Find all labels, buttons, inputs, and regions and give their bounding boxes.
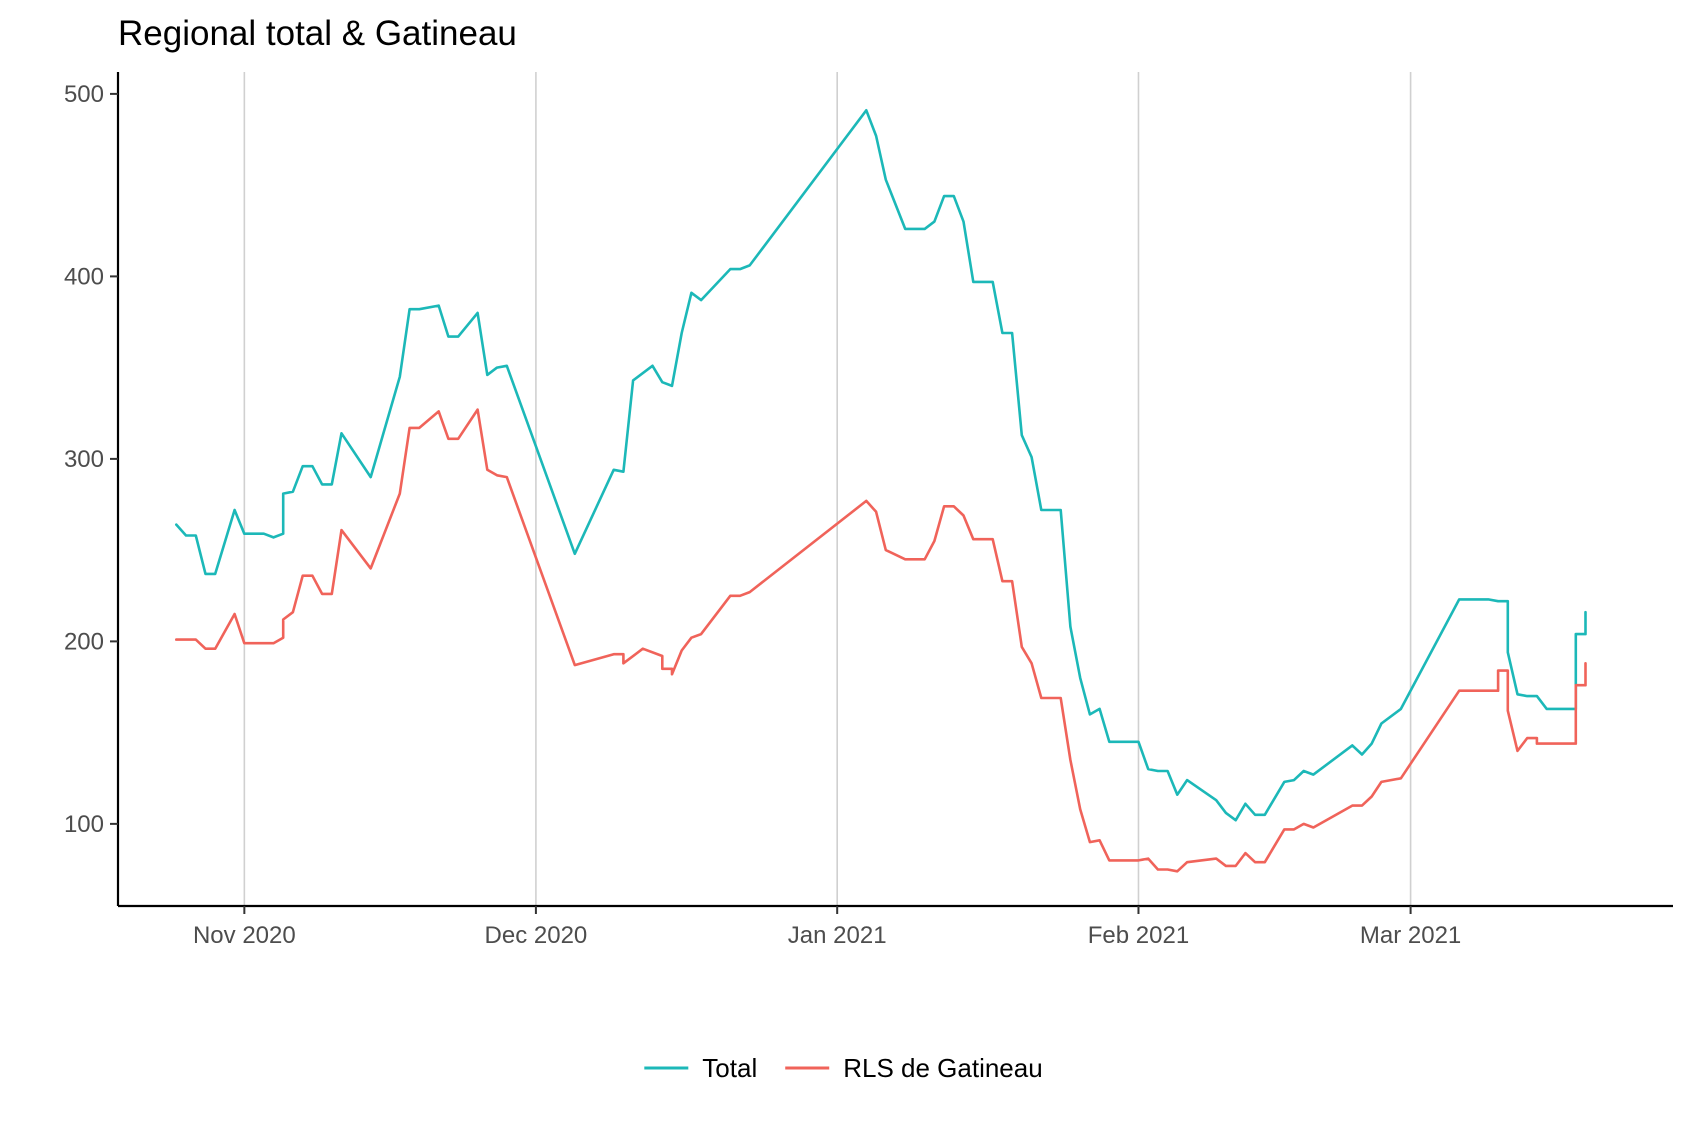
x-tick-label: Feb 2021 [1088, 922, 1189, 949]
series-line-total [175, 109, 1587, 822]
chart-title: Regional total & Gatineau [118, 14, 517, 53]
series-line-rls-de-gatineau [175, 408, 1587, 873]
y-tick-label: 200 [64, 628, 104, 655]
legend-label: Total [702, 1053, 757, 1083]
axes [116, 72, 1673, 908]
x-axis-ticks: Nov 2020 Dec 2020 Jan 2021 Feb 2021 Mar 2021 [193, 906, 1461, 949]
y-tick-label: 300 [64, 446, 104, 473]
x-tick-label: Nov 2020 [193, 922, 296, 949]
x-gridlines [243, 72, 1412, 906]
x-tick-label: Mar 2021 [1360, 922, 1461, 949]
legend: Total RLS de Gatineau [644, 1053, 1043, 1083]
x-tick-label: Jan 2021 [788, 922, 887, 949]
x-tick-label: Dec 2020 [485, 922, 588, 949]
y-tick-label: 100 [64, 811, 104, 838]
y-tick-label: 500 [64, 81, 104, 108]
y-axis-ticks: 100 200 300 400 500 [64, 81, 118, 838]
series-lines [175, 109, 1587, 873]
legend-label: RLS de Gatineau [843, 1053, 1042, 1083]
y-tick-label: 400 [64, 263, 104, 290]
